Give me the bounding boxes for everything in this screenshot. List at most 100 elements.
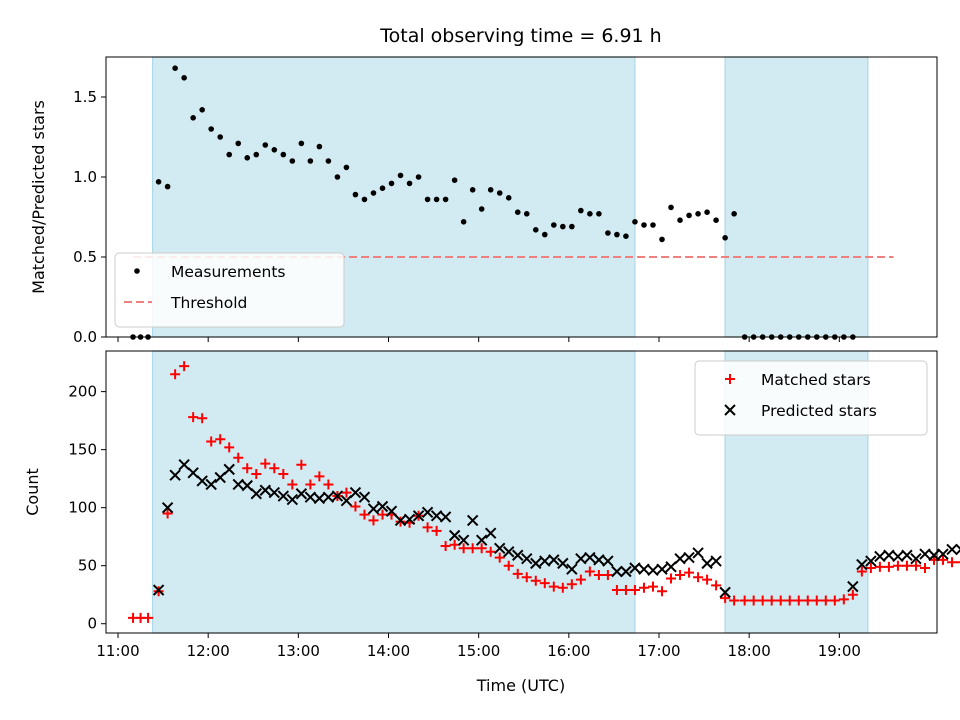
predicted-point: [665, 561, 677, 573]
count-y-tick-label: 0: [87, 615, 97, 633]
predicted-point: [620, 565, 632, 578]
matched-point: [702, 574, 713, 585]
predicted-point: [901, 549, 913, 561]
predicted-point: [439, 511, 452, 523]
predicted-point: [232, 478, 244, 491]
predicted-point: [268, 486, 281, 499]
matched-point: [947, 557, 958, 568]
measurement-point: [361, 196, 368, 203]
matched-point: [350, 501, 361, 512]
matched-point: [938, 554, 949, 565]
matched-point: [711, 580, 722, 591]
measurement-point: [722, 235, 728, 241]
measurement-point: [190, 115, 196, 121]
predicted-point: [584, 551, 596, 564]
predicted-point: [955, 543, 960, 556]
measurement-point: [505, 195, 512, 201]
measurement-point: [713, 217, 719, 223]
matched-point: [739, 595, 750, 606]
legend-marker-dot: [134, 268, 140, 274]
matched-point: [143, 612, 154, 623]
predicted-point: [286, 493, 299, 506]
measurement-point: [731, 211, 737, 217]
ratio-y-tick-label: 1.5: [73, 88, 97, 106]
x-tick-label: 11:00: [96, 642, 139, 660]
chart-title: Total observing time = 6.91 h: [379, 25, 661, 47]
predicted-point: [448, 529, 461, 542]
predicted-point: [856, 558, 868, 571]
measurement-point: [478, 206, 485, 212]
measurement-point: [541, 231, 548, 238]
predicted-point: [593, 554, 605, 566]
matched-point: [611, 585, 622, 596]
matched-point: [892, 560, 903, 571]
matched-point: [657, 586, 668, 597]
measurement-point: [496, 190, 503, 196]
predicted-point: [331, 490, 344, 502]
ratio-y-tick-label: 0.0: [73, 328, 97, 346]
matched-point: [368, 515, 379, 526]
matched-point: [829, 595, 840, 606]
count-series-2: [152, 459, 960, 599]
x-tick-label: 13:00: [277, 642, 320, 660]
predicted-point: [946, 543, 958, 556]
predicted-point: [701, 557, 713, 570]
measurement-point: [244, 155, 251, 161]
matched-point: [675, 569, 686, 580]
predicted-point: [847, 580, 859, 593]
measurement-point: [334, 174, 341, 180]
measurement-point: [199, 107, 205, 113]
matched-point: [521, 572, 532, 583]
measurement-point: [442, 196, 449, 203]
matched-point: [856, 566, 867, 577]
count-y-tick-label: 200: [68, 383, 97, 401]
ratio-frame: [105, 56, 938, 338]
matched-point: [341, 487, 352, 498]
count-y-axis-label: Count: [23, 468, 42, 516]
legend-label: Matched stars: [761, 371, 871, 389]
predicted-point: [883, 549, 895, 561]
measurement-point: [469, 187, 476, 193]
measurement-point: [253, 151, 260, 158]
ratio-legend-box: [114, 252, 345, 328]
predicted-point: [557, 557, 569, 570]
measurement-point: [433, 196, 440, 203]
count-y-tick-label: 50: [78, 557, 97, 575]
count-y-tick-label: 100: [68, 499, 97, 517]
matched-point: [666, 573, 677, 584]
matched-point: [566, 579, 577, 590]
measurement-point: [172, 65, 178, 71]
matched-point: [874, 561, 885, 572]
matched-point: [278, 469, 289, 480]
matched-point: [485, 546, 496, 557]
matched-point: [557, 582, 568, 593]
measurement-point: [262, 142, 269, 148]
matched-point: [512, 568, 523, 579]
predicted-point: [412, 510, 425, 522]
measurement-point: [641, 222, 647, 228]
matched-point: [956, 561, 960, 564]
matched-point: [729, 595, 740, 606]
matched-point: [305, 479, 316, 490]
matched-point: [720, 593, 731, 604]
ratio-shaded-interval-2: [724, 56, 869, 338]
predicted-point: [647, 564, 659, 577]
predicted-point: [205, 478, 217, 491]
measurement-point: [298, 140, 305, 147]
ratio-y-tick-label: 0.5: [73, 248, 97, 266]
measurement-point: [605, 230, 611, 236]
matched-point: [359, 509, 370, 520]
measurement-point: [487, 187, 494, 193]
predicted-point: [466, 514, 479, 527]
ratio-y-axis-label: Matched/Predicted stars: [29, 100, 48, 294]
matched-point: [206, 436, 217, 447]
matched-point: [684, 567, 695, 578]
measurement-point: [596, 211, 602, 217]
predicted-point: [403, 513, 416, 525]
measurement-point: [659, 236, 665, 243]
predicted-point: [602, 555, 614, 567]
x-tick-label: 16:00: [547, 642, 590, 660]
matched-point: [838, 594, 849, 605]
predicted-point: [394, 514, 407, 527]
legend-marker-plus: [725, 374, 735, 384]
